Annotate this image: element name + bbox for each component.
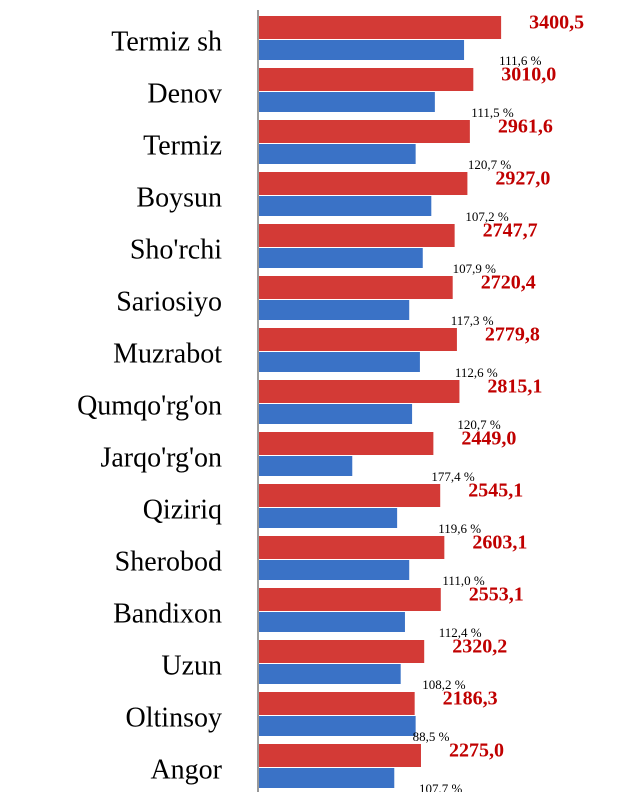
category-label: Oltinsoy bbox=[126, 702, 222, 733]
bar bbox=[259, 380, 460, 403]
category-label: Bandixon bbox=[113, 598, 222, 629]
value-label: 2553,1 bbox=[469, 584, 524, 606]
category-label: Jarqo'rg'on bbox=[100, 442, 222, 473]
percent-label: 112,6 % bbox=[455, 365, 498, 380]
percent-label: 88,5 % bbox=[413, 729, 450, 744]
bar bbox=[259, 456, 353, 476]
percent-label: 112,4 % bbox=[439, 625, 482, 640]
bar bbox=[259, 640, 425, 663]
value-label: 2545,1 bbox=[468, 480, 523, 502]
value-label: 3010,0 bbox=[501, 64, 556, 86]
percent-label: 117,3 % bbox=[451, 313, 494, 328]
value-label: 2961,6 bbox=[498, 116, 553, 138]
bar bbox=[259, 352, 420, 372]
category-label: Sho'rchi bbox=[130, 234, 222, 265]
percent-label: 111,6 % bbox=[499, 53, 542, 68]
bar bbox=[259, 224, 455, 247]
bar bbox=[259, 40, 465, 60]
category-label: Muzrabot bbox=[113, 338, 222, 369]
category-label: Termiz bbox=[143, 130, 222, 161]
category-label: Termiz sh bbox=[111, 26, 222, 57]
category-label: Qumqo'rg'on bbox=[77, 390, 222, 421]
percent-label: 108,2 % bbox=[422, 677, 466, 692]
bar bbox=[259, 692, 415, 715]
percent-label: 177,4 % bbox=[431, 469, 475, 484]
percent-label: 119,6 % bbox=[438, 521, 481, 536]
value-label: 2815,1 bbox=[487, 376, 542, 398]
category-label: Sherobod bbox=[115, 546, 222, 577]
bar bbox=[259, 92, 435, 112]
bar bbox=[259, 276, 453, 299]
category-label: Denov bbox=[147, 78, 222, 109]
value-label: 2603,1 bbox=[472, 532, 527, 554]
bar bbox=[259, 560, 410, 580]
value-label: 2747,7 bbox=[483, 220, 538, 242]
bar bbox=[259, 120, 470, 143]
bar bbox=[259, 144, 416, 164]
bar bbox=[259, 744, 421, 767]
bar bbox=[259, 404, 413, 424]
category-label: Boysun bbox=[136, 182, 222, 213]
value-label: 2927,0 bbox=[495, 168, 550, 190]
percent-label: 120,7 % bbox=[457, 417, 501, 432]
percent-label: 107,7 % bbox=[419, 781, 463, 792]
bar bbox=[259, 300, 410, 320]
bar bbox=[259, 768, 395, 788]
category-label: Uzun bbox=[161, 650, 222, 681]
value-label: 2779,8 bbox=[485, 324, 540, 346]
category-label: Sariosiyo bbox=[116, 286, 222, 317]
value-label: 2275,0 bbox=[449, 740, 504, 762]
bar bbox=[259, 664, 401, 684]
percent-label: 120,7 % bbox=[468, 157, 512, 172]
value-label: 2320,2 bbox=[452, 636, 507, 658]
category-label: Qiziriq bbox=[143, 494, 222, 525]
bar bbox=[259, 248, 423, 268]
bar bbox=[259, 508, 398, 528]
bar bbox=[259, 588, 441, 611]
value-label: 2186,3 bbox=[443, 688, 498, 710]
bar bbox=[259, 172, 468, 195]
bar bbox=[259, 16, 502, 39]
bar bbox=[259, 484, 441, 507]
percent-label: 111,5 % bbox=[471, 105, 514, 120]
value-label: 2720,4 bbox=[481, 272, 536, 294]
bar bbox=[259, 716, 416, 736]
bar bbox=[259, 328, 457, 351]
category-label: Angor bbox=[150, 754, 222, 785]
bar bbox=[259, 196, 432, 216]
bar bbox=[259, 68, 474, 91]
percent-label: 111,0 % bbox=[442, 573, 485, 588]
bar bbox=[259, 612, 405, 632]
bar bbox=[259, 536, 445, 559]
bar bbox=[259, 432, 434, 455]
percent-label: 107,2 % bbox=[465, 209, 509, 224]
value-label: 3400,5 bbox=[529, 12, 584, 34]
value-label: 2449,0 bbox=[461, 428, 516, 450]
percent-label: 107,9 % bbox=[453, 261, 497, 276]
